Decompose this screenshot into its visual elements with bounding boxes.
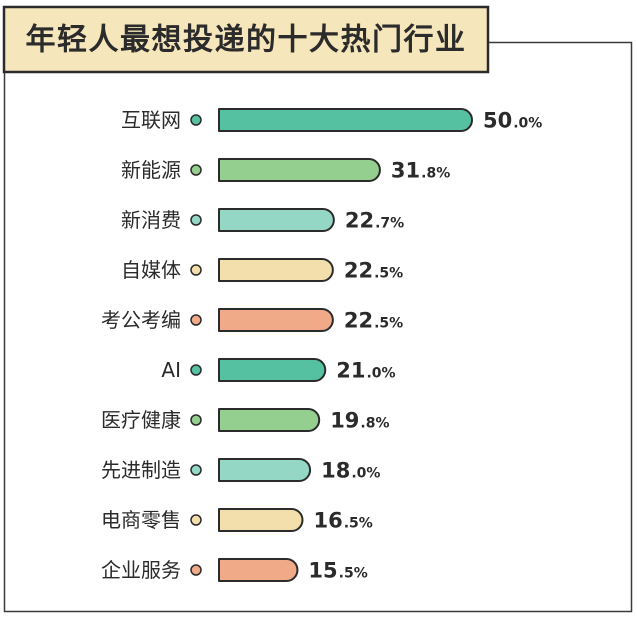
value-label-7: 19.8% [330, 409, 389, 433]
value-decimal-part: .8% [421, 166, 450, 182]
bar-row-7: 医疗健康 19.8% [101, 408, 390, 433]
category-label-1: 互联网 [121, 108, 181, 132]
value-decimal-part: .5% [374, 266, 403, 282]
bar-3 [218, 208, 335, 232]
value-label-6: 21.0% [336, 359, 395, 383]
category-label-2: 新能源 [121, 158, 181, 182]
category-dot-8 [190, 464, 202, 476]
value-decimal-part: .8% [360, 416, 389, 432]
title-box [2, 5, 490, 74]
category-dot-9 [190, 514, 202, 526]
category-label-3: 新消费 [121, 208, 181, 232]
category-label-10: 企业服务 [101, 558, 181, 582]
category-dot-7 [190, 414, 202, 426]
category-dot-5 [190, 314, 202, 326]
value-decimal-part: .0% [351, 466, 380, 482]
value-decimal-part: .0% [513, 116, 542, 132]
value-label-5: 22.5% [344, 309, 403, 333]
value-integer-part: 50 [483, 109, 512, 133]
bar-7 [218, 408, 321, 432]
bar-5 [218, 308, 334, 332]
bar-row-6: AI 21.0% [161, 358, 396, 383]
category-label-6: AI [161, 358, 181, 382]
value-integer-part: 18 [321, 459, 350, 483]
value-integer-part: 22 [345, 209, 374, 233]
chart-title: 年轻人最想投递的十大热门行业 [26, 23, 467, 58]
bar-row-4: 自媒体 22.5% [121, 258, 403, 283]
bar-6 [218, 358, 327, 382]
bar-row-1: 互联网 50.0% [121, 108, 542, 133]
value-decimal-part: .5% [374, 316, 403, 332]
value-label-2: 31.8% [391, 159, 450, 183]
category-label-5: 考公考编 [101, 308, 181, 332]
category-dot-10 [190, 564, 202, 576]
category-dot-4 [190, 264, 202, 276]
value-integer-part: 16 [313, 509, 342, 533]
category-label-8: 先进制造 [101, 458, 181, 482]
category-label-9: 电商零售 [101, 508, 181, 532]
bar-8 [218, 458, 311, 482]
category-dot-2 [190, 164, 202, 176]
value-decimal-part: .0% [366, 366, 395, 382]
value-decimal-part: .7% [375, 216, 404, 232]
bar-1 [218, 108, 473, 132]
value-integer-part: 15 [308, 559, 337, 583]
bar-9 [218, 508, 304, 532]
bar-row-10: 企业服务 15.5% [101, 558, 368, 583]
value-decimal-part: .5% [344, 516, 373, 532]
category-label-4: 自媒体 [121, 258, 181, 282]
value-integer-part: 31 [391, 159, 420, 183]
category-dot-1 [190, 114, 202, 126]
bar-row-3: 新消费 22.7% [121, 208, 404, 233]
bar-row-5: 考公考编 22.5% [101, 308, 403, 333]
bar-row-8: 先进制造 18.0% [101, 458, 380, 483]
category-label-7: 医疗健康 [101, 408, 181, 432]
value-integer-part: 19 [330, 409, 359, 433]
bar-row-2: 新能源 31.8% [121, 158, 450, 183]
value-label-10: 15.5% [308, 559, 367, 583]
value-label-3: 22.7% [345, 209, 404, 233]
value-integer-part: 22 [344, 259, 373, 283]
value-integer-part: 22 [344, 309, 373, 333]
bar-10 [218, 558, 299, 582]
bar-2 [218, 158, 381, 182]
value-decimal-part: .5% [339, 566, 368, 582]
bar-row-9: 电商零售 16.5% [101, 508, 373, 533]
value-label-8: 18.0% [321, 459, 380, 483]
bar-4 [218, 258, 334, 282]
value-integer-part: 21 [336, 359, 365, 383]
category-dot-6 [190, 364, 202, 376]
category-dot-3 [190, 214, 202, 226]
value-label-4: 22.5% [344, 259, 403, 283]
value-label-1: 50.0% [483, 109, 542, 133]
bar-rows: 互联网 50.0%新能源 31.8%新消费 22.7%自媒体 22.5%考公考编 22.5… [101, 108, 542, 583]
value-label-9: 16.5% [313, 509, 372, 533]
